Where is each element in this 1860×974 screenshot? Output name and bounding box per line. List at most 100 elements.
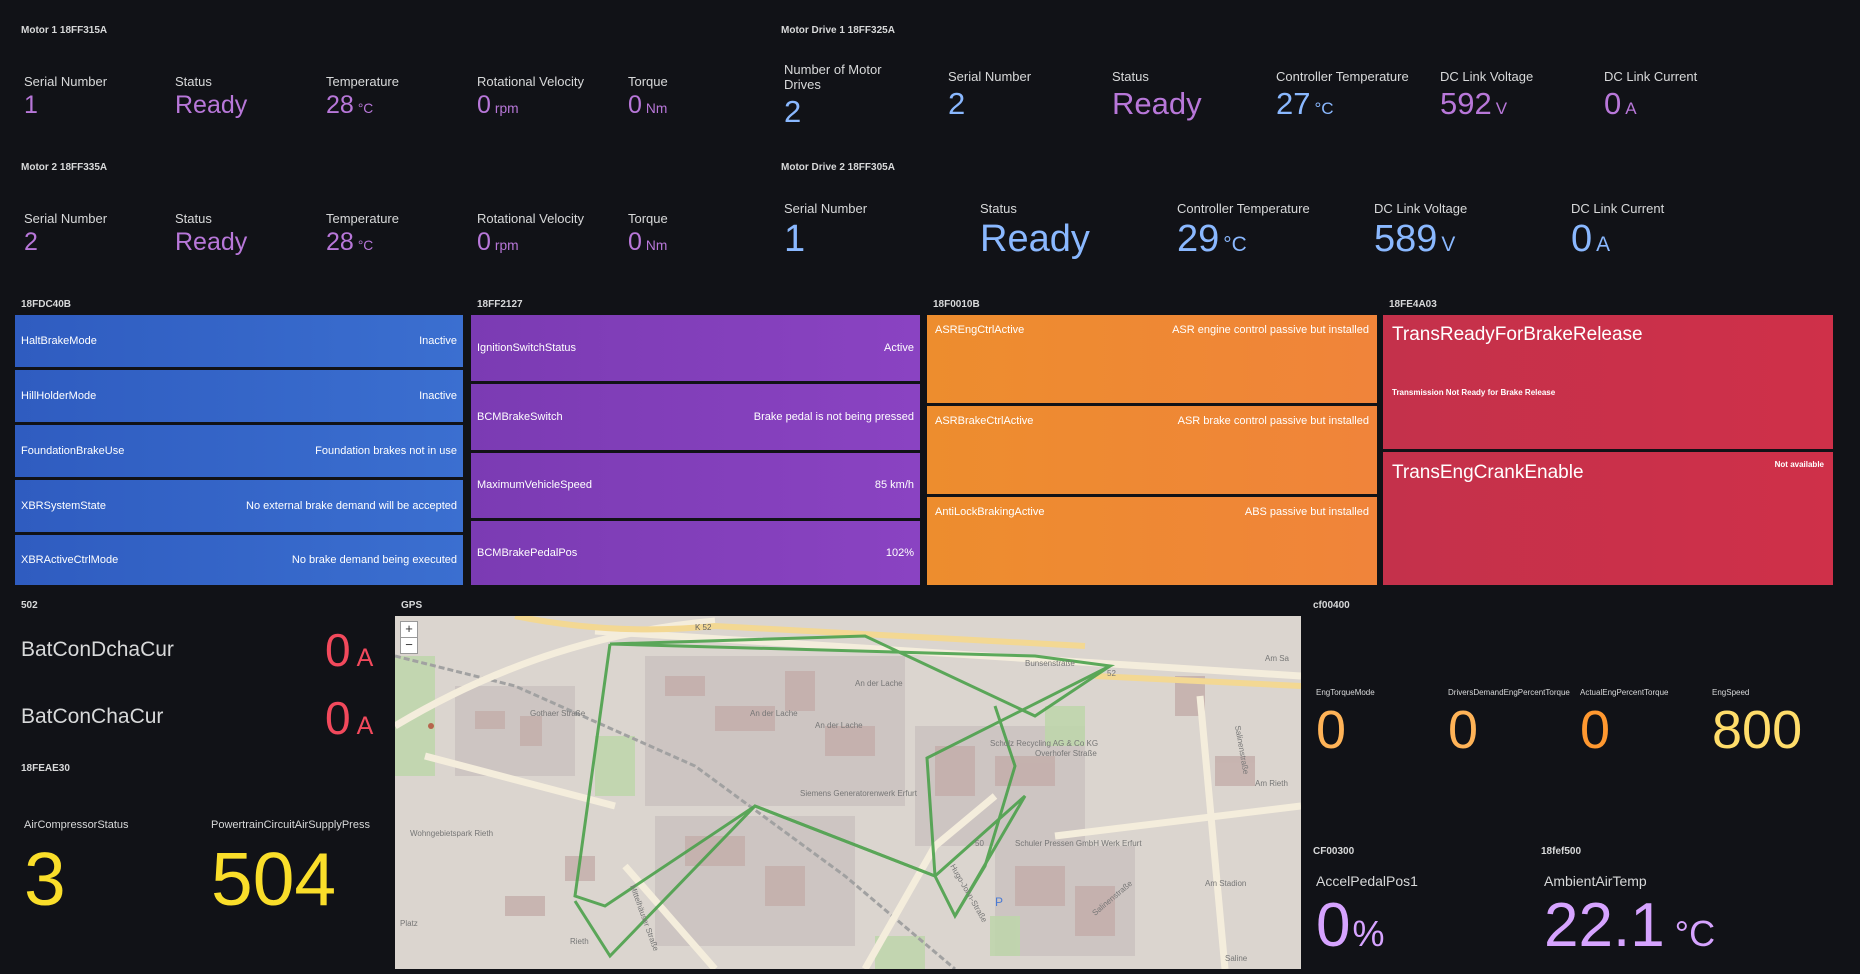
brake-tile: XBRActiveCtrlMode No brake demand being …: [15, 535, 463, 585]
stat-label: DC Link Voltage: [1440, 69, 1534, 84]
tile-key: BCMBrakeSwitch: [477, 411, 563, 423]
motor1-torque: Torque 0 Nm: [628, 74, 668, 118]
engine-panel-title: cf00400: [1313, 600, 1350, 611]
stat-label: Temperature: [326, 211, 399, 226]
tile-key: TransReadyForBrakeRelease: [1392, 324, 1643, 345]
stat-value: 2: [948, 86, 966, 121]
motor2-rotational-velocity: Rotational Velocity 0 rpm: [477, 211, 584, 255]
stat-unit: V: [1495, 99, 1508, 118]
motor1-rotational-velocity: Rotational Velocity 0 rpm: [477, 74, 584, 118]
street-label: Schuler Pressen GmbH Werk Erfurt: [1015, 839, 1142, 848]
stat-value: Ready: [175, 91, 248, 119]
stat-unit: %: [1352, 913, 1385, 954]
engine-torque-mode-value: 0: [1316, 700, 1347, 760]
brakes-panel-title: 18FDC40B: [21, 299, 72, 310]
brake-tile: HillHolderMode Inactive: [15, 370, 463, 422]
motor2-torque: Torque 0 Nm: [628, 211, 668, 255]
tile-key: HaltBrakeMode: [21, 335, 97, 347]
asr-tile: ASREngCtrlActive ASR engine control pass…: [927, 315, 1377, 403]
street-label: Am Sa: [1265, 654, 1290, 663]
stat-value: 29: [1177, 218, 1220, 260]
tile-value: 85 km/h: [874, 479, 914, 491]
stat-unit: °C: [357, 238, 374, 253]
drive2-serial: Serial Number 1: [784, 201, 867, 258]
asr-tile: AntiLockBrakingActive ABS passive but in…: [927, 497, 1377, 585]
stat-label: Rotational Velocity: [477, 211, 584, 226]
street-label: Am Stadion: [1205, 879, 1246, 888]
drive1-status: Status Ready: [1112, 69, 1202, 119]
air-supply-press-value: 504: [211, 837, 337, 921]
stat-label: Status: [175, 74, 212, 89]
stat-value: 0: [325, 624, 351, 676]
pedal-panel-title: CF00300: [1313, 846, 1355, 857]
tile-key: ASRBrakeCtrlActive: [935, 415, 1034, 427]
air-compressor-label: AirCompressorStatus: [24, 819, 129, 831]
motor1-serial: Serial Number 1: [24, 74, 107, 118]
tile-value: No external brake demand will be accepte…: [246, 500, 457, 512]
engine-speed-value: 800: [1712, 700, 1803, 760]
stat-label: DC Link Current: [1604, 69, 1698, 84]
stat-label: Controller Temperature: [1177, 201, 1310, 216]
actual-torque-value: 0: [1580, 700, 1611, 760]
stat-label: DC Link Current: [1571, 201, 1665, 216]
bcm-tile: IgnitionSwitchStatus Active: [471, 315, 920, 381]
zoom-in-button[interactable]: +: [400, 621, 418, 638]
stat-value: 27: [1276, 86, 1311, 121]
tile-key: HillHolderMode: [21, 390, 97, 402]
tile-key: AntiLockBrakingActive: [935, 506, 1045, 518]
street-label: Bunsenstraße: [1025, 659, 1075, 668]
stat-unit: °C: [1223, 233, 1247, 256]
stat-value: Ready: [175, 228, 248, 256]
stat-label: Rotational Velocity: [477, 74, 584, 89]
stat-unit: Nm: [645, 101, 668, 116]
tile-key: XBRActiveCtrlMode: [21, 554, 119, 566]
stat-value: 28: [326, 91, 354, 119]
tile-value: Active: [884, 342, 914, 354]
street-label: Platz: [400, 919, 418, 928]
drive1-controller-temperature: Controller Temperature 27 °C: [1276, 69, 1409, 119]
street-label: Saline: [1225, 954, 1248, 963]
stat-label: Torque: [628, 74, 668, 89]
tile-value: ABS passive but installed: [1244, 506, 1369, 518]
tile-value: ASR brake control passive but installed: [1177, 415, 1369, 427]
map-canvas[interactable]: K 52 Bunsenstraße 52 An der Lache An der…: [395, 616, 1301, 969]
stat-unit: A: [1625, 99, 1637, 118]
engine-torque-mode-label: EngTorqueMode: [1316, 688, 1375, 697]
stat-label: Number of Motor Drives: [784, 62, 882, 92]
motor2-panel-title: Motor 2 18FF335A: [21, 162, 108, 173]
stat-value: 0: [325, 692, 351, 744]
street-label: Am Rieth: [1255, 779, 1288, 788]
trans-panel-title: 18FE4A03: [1389, 299, 1437, 310]
drive2-status: Status Ready: [980, 201, 1090, 258]
drive1-number-of-drives: Number of Motor Drives 2: [784, 62, 914, 127]
street-label: P: [995, 895, 1003, 909]
street-label: Scholz Recycling AG & Co KG: [990, 739, 1098, 748]
tile-value: Transmission Not Ready for Brake Release: [1392, 388, 1556, 397]
tile-key: FoundationBrakeUse: [21, 445, 125, 457]
stat-label: Status: [980, 201, 1017, 216]
street-label: Siemens Generatorenwerk Erfurt: [800, 789, 918, 798]
stat-unit: V: [1441, 233, 1456, 256]
stat-value: 28: [326, 228, 354, 256]
tile-key: MaximumVehicleSpeed: [477, 479, 592, 491]
street-label: K 52: [695, 623, 712, 632]
drivers-demand-torque-value: 0: [1448, 700, 1479, 760]
gps-map[interactable]: K 52 Bunsenstraße 52 An der Lache An der…: [395, 616, 1301, 969]
zoom-out-button[interactable]: −: [400, 637, 418, 654]
air-panel-title: 18FEAE30: [21, 763, 70, 774]
asr-panel-title: 18F0010B: [933, 299, 980, 310]
tile-value: Not available: [1774, 460, 1824, 469]
accel-pedal-value: 0%: [1316, 895, 1385, 957]
stat-value: 0: [1571, 218, 1593, 260]
stat-unit: A: [1596, 233, 1611, 256]
street-label: Overhofer Straße: [1035, 749, 1097, 758]
actual-torque-label: ActualEngPercentTorque: [1580, 688, 1669, 697]
stat-unit: °C: [1314, 99, 1334, 118]
stat-unit: A: [356, 712, 374, 740]
stat-label: Status: [175, 211, 212, 226]
stat-value: 22.1: [1544, 891, 1665, 960]
stat-label: Torque: [628, 211, 668, 226]
